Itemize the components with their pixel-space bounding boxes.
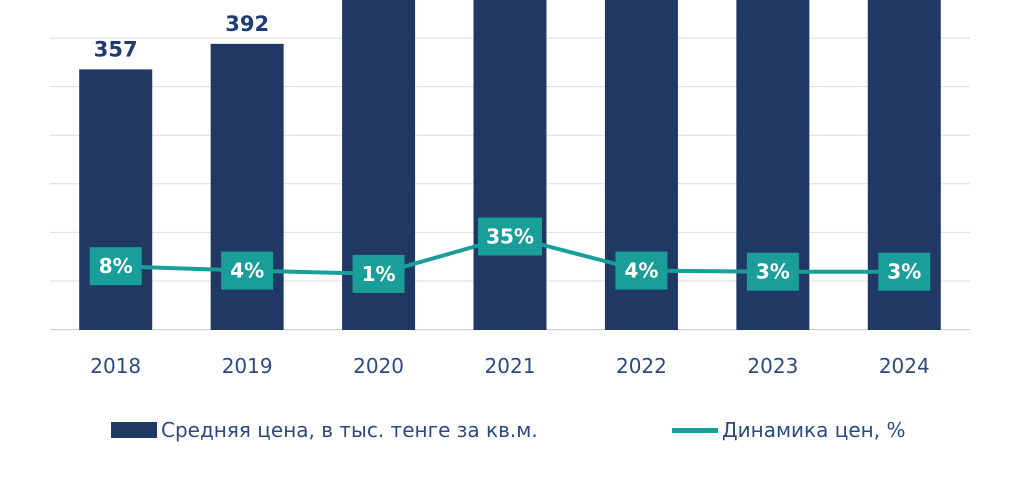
- line-point-marker: [221, 251, 274, 290]
- bar: [79, 69, 153, 330]
- line-point-label: 4%: [624, 259, 658, 283]
- bar: [473, 0, 547, 330]
- x-tick-label: 2019: [222, 354, 273, 378]
- legend: Средняя цена, в тыс. тенге за кв.м. Дина…: [0, 418, 1024, 448]
- line-point-label: 3%: [756, 260, 790, 284]
- x-tick-label: 2023: [747, 354, 798, 378]
- line-point-marker: [352, 254, 405, 293]
- line-series: 8% 4% 1% 35% 4% 3% 3%: [89, 217, 931, 293]
- line-point-label: 3%: [887, 260, 921, 284]
- x-tick-label: 2024: [879, 354, 930, 378]
- x-tick-label: 2022: [616, 354, 667, 378]
- line-point-marker: [89, 247, 142, 286]
- line-point-marker: [478, 217, 542, 256]
- line-point-label: 35%: [486, 225, 534, 249]
- legend-bar-swatch: [111, 422, 157, 438]
- x-tick-label: 2021: [485, 354, 536, 378]
- bar-value-labels: 357392509681758776540: [94, 12, 269, 62]
- line-point-marker: [615, 251, 668, 290]
- legend-item-bar: Средняя цена, в тыс. тенге за кв.м.: [111, 418, 538, 442]
- x-axis-ticks: 2018 2019 2020 2021 2022 2023 2024: [90, 354, 929, 378]
- chart: 357392509681758776540 8%4%1%35%4%3%3% 20…: [50, 0, 970, 378]
- bar-value-label: 357: [94, 37, 138, 61]
- line-point-label: 4%: [230, 259, 264, 283]
- x-tick-label: 2020: [353, 354, 404, 378]
- bar-value-label: 392: [225, 12, 269, 36]
- line-point-marker: [878, 252, 931, 291]
- line-point-marker: [746, 252, 799, 291]
- legend-label-line: Динамика цен, %: [722, 418, 906, 442]
- x-tick-label: 2018: [90, 354, 141, 378]
- line-point-label: 8%: [99, 254, 133, 278]
- line-point-label: 1%: [362, 262, 396, 286]
- legend-line-swatch: [672, 427, 718, 433]
- legend-label-bar: Средняя цена, в тыс. тенге за кв.м.: [161, 418, 538, 442]
- legend-item-line: Динамика цен, %: [672, 418, 905, 442]
